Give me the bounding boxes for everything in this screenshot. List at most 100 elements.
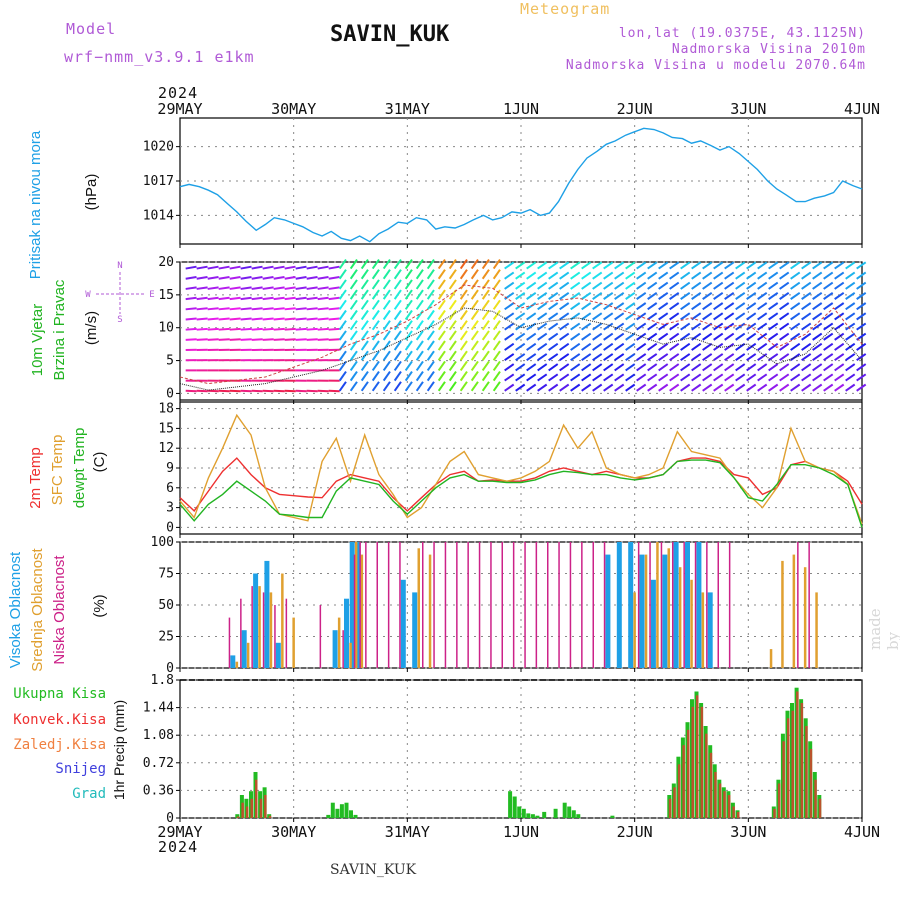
cloud-bar-2: [797, 542, 799, 668]
wind-barb: [218, 286, 230, 290]
wind-barb: [559, 281, 570, 290]
wind-barb: [515, 312, 526, 321]
wind-barb: [526, 332, 537, 341]
cloud-bar-2: [353, 554, 356, 668]
precip-bar-0: [344, 802, 349, 818]
wind-barb: [658, 261, 669, 270]
wind-barb: [548, 261, 559, 270]
wind-barb: [537, 291, 548, 300]
wind-barb: [724, 342, 735, 351]
wind-barb: [448, 340, 457, 351]
wind-barb: [448, 279, 457, 290]
wind-barb: [470, 360, 479, 372]
wind-barb: [746, 373, 757, 382]
cloud-bar-0: [355, 542, 361, 668]
wind-barb: [393, 259, 402, 270]
cloud-bar-1: [769, 649, 773, 668]
cloud-bar-2: [274, 605, 276, 668]
cloud-bar-2: [524, 542, 526, 668]
wind-barb: [437, 269, 446, 280]
wind-barb: [592, 281, 603, 290]
temp-unit: (C): [91, 452, 108, 473]
wind-barb: [592, 342, 603, 351]
wind-barb: [437, 299, 446, 310]
wind-barb: [625, 363, 636, 372]
wind-barb: [636, 363, 647, 372]
wind-barb: [196, 307, 208, 311]
wind-barb: [658, 353, 669, 362]
wind-barb: [823, 353, 834, 362]
wind-barb: [262, 307, 274, 311]
wind-barb: [713, 383, 724, 392]
wind-barb: [481, 330, 490, 341]
wind-barb: [768, 363, 779, 372]
wind-barb: [834, 353, 845, 362]
wind-barb: [702, 353, 713, 362]
cloud-bar-2: [808, 542, 810, 668]
wind-barb: [470, 309, 479, 321]
wind-barb: [658, 322, 669, 331]
wind-barb: [492, 371, 501, 382]
cloud-bar-2: [558, 542, 560, 668]
wind-barb: [481, 340, 490, 351]
precip-legend-snow: Snijeg: [55, 761, 106, 777]
wind-barb: [647, 261, 658, 270]
wind-barb: [229, 307, 241, 311]
temp-ytick-label: 3: [166, 501, 174, 516]
model-elevation-info: Nadmorska Visina u modelu 2070.64m: [565, 58, 866, 73]
wind-barb: [338, 320, 347, 331]
cloud-bar-0: [639, 554, 645, 668]
wind-barb: [240, 317, 252, 321]
wind-barb: [592, 291, 603, 300]
wind-barb: [207, 317, 219, 321]
wind-barb: [812, 383, 823, 392]
wind-barb: [526, 342, 537, 351]
wind-barb: [548, 373, 559, 382]
wind-barb: [382, 371, 391, 382]
wind-barb: [702, 332, 713, 341]
precip-bar-1: [727, 795, 731, 818]
wind-barb: [185, 296, 197, 301]
wind-barb: [812, 312, 823, 321]
precip-bar-1: [709, 752, 713, 818]
wind-barb: [845, 302, 856, 311]
wind-barb: [603, 302, 614, 311]
wind-barb: [713, 373, 724, 382]
wind-barb: [185, 317, 197, 321]
wind-barb: [360, 350, 369, 361]
cloud-bar-1: [349, 642, 352, 668]
wind-barb: [570, 291, 581, 300]
wind-barb: [724, 261, 735, 270]
wind-barb: [470, 350, 479, 361]
wind-barb: [349, 360, 358, 372]
wind-barb: [218, 265, 230, 270]
cloud-bar-2: [581, 542, 583, 668]
wind-barb: [647, 383, 658, 392]
wind-barb: [658, 281, 669, 290]
wind-barb: [856, 363, 867, 372]
wind-barb: [382, 309, 391, 321]
wind-barb: [284, 338, 296, 341]
wind-barb: [669, 271, 680, 280]
wind-barb: [669, 353, 680, 362]
wind-barb: [592, 373, 603, 382]
wind-barb: [437, 340, 446, 351]
wind-barb: [229, 265, 241, 270]
cloud-bar-1: [281, 573, 284, 668]
wind-barb: [295, 276, 307, 280]
precip-bar-1: [796, 691, 799, 818]
wind-barb: [823, 261, 834, 270]
wind-barb: [812, 281, 823, 290]
wind-barb: [735, 383, 746, 392]
cloud-bar-2: [285, 598, 288, 668]
wind-barb: [481, 371, 490, 382]
precip-bar-1: [777, 783, 781, 818]
wind-barb: [845, 291, 856, 300]
wind-barb: [735, 332, 746, 341]
wind-barb: [768, 302, 779, 311]
wind-barb: [515, 322, 526, 331]
cloud-ytick-label: 75: [158, 567, 174, 582]
wind-barb: [724, 332, 735, 341]
wind-barb: [790, 322, 801, 331]
wind-barb: [371, 340, 380, 351]
